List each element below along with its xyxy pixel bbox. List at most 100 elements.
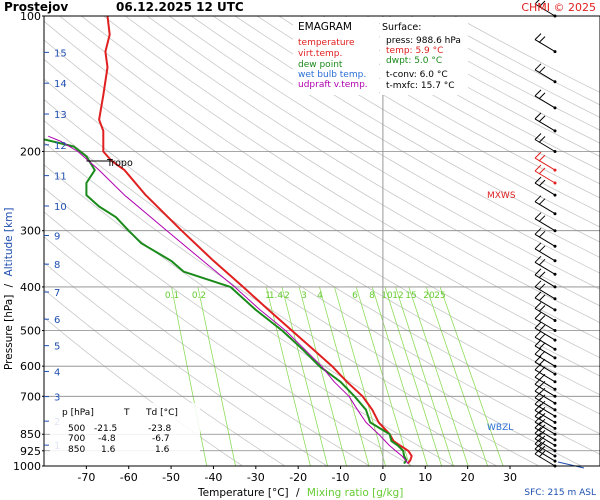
barb-base bbox=[553, 426, 557, 430]
wind-barb bbox=[534, 321, 557, 342]
barb-base bbox=[553, 168, 557, 172]
barb-flag bbox=[538, 350, 546, 358]
surface-tconv: t-conv: 6.0 °C bbox=[386, 70, 448, 80]
barb-flag bbox=[538, 154, 546, 162]
surface-dwpt: dwpt: 5.0 °C bbox=[386, 56, 442, 66]
barb-flag bbox=[538, 435, 546, 443]
barb-base bbox=[553, 106, 557, 110]
barb-flag bbox=[538, 445, 546, 453]
altitude-label: 11 bbox=[54, 172, 67, 183]
barb-base bbox=[553, 50, 557, 54]
barb-base bbox=[553, 193, 557, 197]
mixing-ratio-label: 15 bbox=[405, 291, 416, 301]
legend-box bbox=[293, 17, 379, 95]
barb-flag bbox=[538, 424, 546, 432]
barb-base bbox=[553, 408, 557, 412]
barb-staff bbox=[534, 383, 556, 397]
barb-flag bbox=[538, 413, 546, 420]
barb-staff bbox=[534, 427, 556, 441]
y-tick-label: 300 bbox=[20, 225, 41, 238]
mixing-ratio-label: 4 bbox=[317, 291, 323, 301]
barb-flag bbox=[534, 427, 542, 434]
altitude-label: 9 bbox=[54, 231, 60, 242]
mixing-ratio-label: 0.1 bbox=[165, 291, 179, 301]
barb-flag bbox=[534, 421, 542, 429]
x-axis-title: Temperature [°C] / Mixing ratio [g/kg] bbox=[197, 487, 403, 499]
altitude-label: 7 bbox=[54, 288, 60, 299]
wbzl-label: WBZL bbox=[487, 423, 513, 433]
barb-staff bbox=[534, 443, 556, 457]
series-line-udpraft-v-temp- bbox=[48, 135, 409, 464]
altitude-label: 14 bbox=[54, 79, 67, 90]
wind-barb bbox=[534, 291, 557, 312]
barb-base bbox=[553, 297, 557, 301]
table-cell: 1.6 bbox=[155, 445, 170, 455]
barb-flag bbox=[534, 133, 542, 140]
wind-barb bbox=[534, 151, 557, 172]
wind-barb bbox=[534, 410, 557, 430]
mixing-ratio-line bbox=[197, 286, 236, 466]
barb-staff bbox=[534, 327, 556, 341]
barb-staff bbox=[534, 233, 556, 247]
mixing-ratio-line bbox=[298, 286, 347, 466]
mixing-ratio-line bbox=[319, 286, 370, 466]
barb-base bbox=[553, 364, 557, 368]
barb-base bbox=[553, 414, 557, 418]
barb-base bbox=[553, 285, 557, 289]
barb-base bbox=[553, 372, 557, 376]
barb-staff bbox=[534, 297, 556, 311]
series-layer bbox=[44, 16, 413, 465]
barb-flag bbox=[538, 198, 546, 206]
barb-base bbox=[553, 329, 557, 332]
barb-base bbox=[553, 432, 557, 436]
barb-staff bbox=[534, 170, 556, 184]
dry-adiabat bbox=[59, 16, 600, 359]
series-line-temperature bbox=[98, 16, 413, 465]
barb-flag bbox=[538, 283, 546, 291]
wind-barbs bbox=[534, 0, 585, 469]
barb-flag bbox=[534, 280, 542, 288]
series-line-dew-point bbox=[44, 138, 408, 465]
barb-base bbox=[553, 401, 557, 405]
barb-flag bbox=[538, 230, 546, 238]
barb-base bbox=[553, 449, 557, 453]
legend-temperature: temperature bbox=[298, 38, 355, 48]
y-axis-sep: / bbox=[3, 283, 15, 287]
barb-staff bbox=[534, 318, 556, 331]
surface-press: press: 988.6 hPa bbox=[386, 36, 461, 46]
barb-staff bbox=[534, 448, 556, 462]
barb-flag bbox=[534, 33, 542, 40]
dry-adiabat bbox=[212, 16, 600, 243]
dry-adiabat bbox=[169, 16, 600, 274]
wind-barb bbox=[534, 212, 557, 233]
barb-flag bbox=[534, 242, 542, 250]
grid-layer bbox=[44, 16, 600, 466]
wind-barb bbox=[534, 268, 557, 289]
barb-flag bbox=[538, 245, 546, 253]
barb-flag bbox=[534, 89, 542, 97]
table-cell: 500 bbox=[68, 424, 85, 434]
wind-barb bbox=[534, 133, 557, 153]
barb-flag bbox=[538, 400, 546, 408]
barb-base bbox=[553, 272, 557, 276]
barb-flag bbox=[538, 450, 546, 458]
barb-staff bbox=[534, 390, 556, 404]
table-cell: 850 bbox=[68, 445, 85, 455]
wind-barb bbox=[534, 397, 557, 418]
barb-base bbox=[553, 129, 557, 133]
barb-flag bbox=[538, 324, 546, 332]
mixing-ratio-label: 3 bbox=[301, 291, 307, 301]
x-tick-label: 10 bbox=[418, 471, 432, 484]
table-cell: -21.5 bbox=[94, 424, 117, 434]
barb-base bbox=[553, 420, 557, 424]
y-axis-alt: Altitude [km] bbox=[3, 208, 15, 277]
x-tick-label: -70 bbox=[77, 471, 95, 484]
mixing-ratio-line bbox=[171, 286, 208, 466]
x-tick-label: -20 bbox=[289, 471, 307, 484]
barb-flag bbox=[538, 136, 546, 143]
barb-flag bbox=[534, 432, 542, 440]
barb-staff bbox=[534, 421, 556, 435]
barb-base bbox=[553, 259, 557, 263]
dry-adiabat bbox=[44, 39, 600, 396]
wind-barb bbox=[534, 432, 557, 453]
